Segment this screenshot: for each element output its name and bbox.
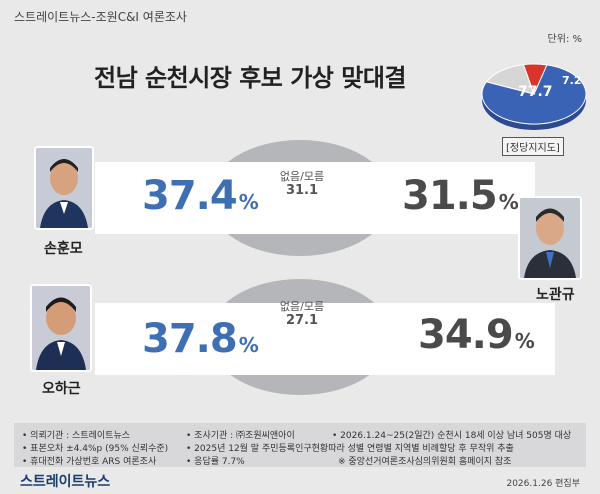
footnote: • 휴대전화 가상번호 ARS 여론조사 [22,457,157,467]
percentage-value: 31.5 [402,173,498,219]
right-percentage: 31.5% [402,173,519,219]
footnote: • 의뢰기관 : 스트레이트뉴스 [22,431,131,441]
chart-title: 전남 순천시장 후보 가상 맞대결 [94,64,406,92]
right-panel [272,303,555,375]
right-panel [272,162,535,234]
percent-sign: % [238,333,259,357]
pie-slice-label: 7.2 [562,74,582,87]
undecided-value: 31.1 [285,183,319,198]
person-icon [520,198,580,278]
undecided-label: 없음/모름 [279,300,325,313]
party-support-pie-svg: 77.7 7.2 [481,63,587,130]
percentage-value: 37.8 [142,316,238,362]
percent-sign: % [498,190,519,214]
pie-slice [522,63,548,96]
left-percentage: 37.4% [142,173,259,219]
brand-logo-text: 스트레이트뉴스 [20,474,111,490]
person-icon [32,286,90,370]
pie-slice-label: 77.7 [518,84,553,100]
unit-label: 단위: % [547,34,582,45]
person-icon [36,148,92,228]
candidate-name-left: 오하근 [42,381,81,397]
footnote: • 조사기관 : ㈜조원씨앤아이 [186,431,295,441]
percentage-value: 37.4 [142,173,238,219]
publish-date: 2026.1.26 편집부 [506,479,580,489]
pie-slice [485,64,535,95]
footnote: • 2025년 12월 말 주민등록인구현황따라 성별 연령별 지역별 비례할당… [186,444,514,454]
left-panel [95,303,328,375]
footnote: • 2026.1.24~25(2일간) 순천시 18세 이상 남녀 505명 대… [332,431,572,441]
footnote: ※ 중앙선거여론조사심의위원회 홈페이지 참조 [338,457,512,467]
left-percentage: 37.8% [142,316,259,362]
survey-source: 스트레이트뉴스-조원C&I 여론조사 [14,10,187,24]
candidate-name-right: 노관규 [536,287,575,303]
left-panel [95,162,328,234]
percentage-value: 34.9 [418,312,514,358]
percent-sign: % [514,329,535,353]
matchup-background [95,140,555,395]
party-support-pie: 77.7 7.2 [474,50,594,140]
right-percentage: 34.9% [418,312,535,358]
footnote-box [14,423,586,467]
footnote: • 표본오차 ±4.4%p (95% 신뢰수준) [22,444,169,454]
undecided-value: 27.1 [285,313,319,328]
candidate-photo-left [34,146,94,230]
candidate-photo-right [518,196,582,280]
footnote: • 응답률 7.7% [186,457,245,467]
percent-sign: % [238,190,259,214]
candidate-name-left: 손훈모 [44,241,83,257]
party-support-label: [정당지지도] [502,137,564,156]
undecided-label: 없음/모름 [279,170,325,183]
candidate-photo-left [30,284,92,372]
